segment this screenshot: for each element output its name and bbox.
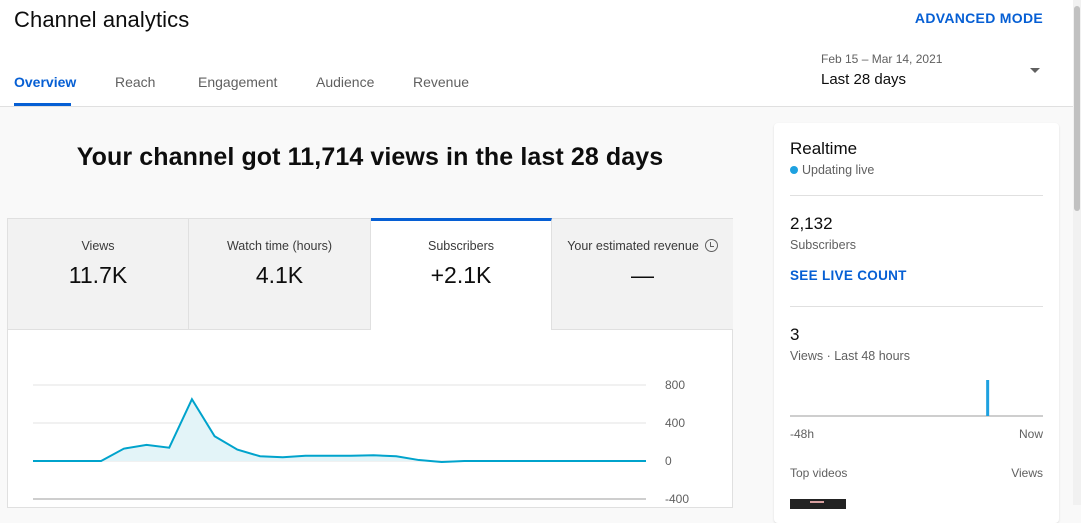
tab-reach[interactable]: Reach [115, 74, 156, 90]
metric-revenue[interactable]: Your estimated revenue — [552, 219, 733, 330]
realtime-bar[interactable] [986, 380, 990, 416]
realtime-card: Realtime Updating live 2,132 Subscribers… [774, 123, 1059, 523]
metric-subscribers[interactable]: Subscribers +2.1K [371, 218, 552, 330]
realtime-subscribers-count: 2,132 [790, 214, 833, 233]
realtime-title: Realtime [790, 139, 858, 158]
realtime-bar-chart [790, 380, 1043, 417]
series-line [33, 397, 646, 463]
divider [790, 195, 1043, 196]
clock-icon[interactable] [704, 239, 718, 252]
y-tick-label: 800 [665, 378, 685, 392]
tab-revenue[interactable]: Revenue [413, 74, 470, 90]
y-tick-label: -400 [665, 492, 689, 506]
chevron-down-icon [1030, 68, 1040, 73]
metric-label: Subscribers [428, 239, 494, 253]
page-scrollbar[interactable] [1073, 0, 1081, 505]
metric-value: +2.1K [430, 262, 492, 288]
top-videos-metric: Views [1011, 466, 1043, 480]
top-videos-label: Top videos [790, 466, 848, 480]
metric-label-text: Your estimated revenue [567, 239, 699, 253]
series-area [33, 399, 646, 462]
metric-label: Watch time (hours) [226, 239, 333, 253]
divider [790, 306, 1043, 307]
y-tick-label: 400 [665, 416, 685, 430]
page-title: Channel analytics [14, 7, 190, 32]
scrollbar-thumb[interactable] [1074, 6, 1080, 211]
realtime-status: Updating live [790, 163, 874, 177]
date-range-text: Feb 15 – Mar 14, 2021 [821, 52, 943, 66]
metric-watch-time[interactable]: Watch time (hours) 4.1K [189, 219, 371, 330]
subscribers-chart: 800 400 0 -400 [33, 378, 689, 506]
metric-value: — [631, 262, 654, 288]
metric-value: 11.7K [68, 262, 128, 288]
realtime-views-count: 3 [790, 325, 800, 344]
page-header: Channel analytics ADVANCED MODE Overview… [0, 0, 1081, 107]
metric-views[interactable]: Views 11.7K [8, 219, 189, 330]
metric-label: Your estimated revenue [552, 239, 733, 253]
live-dot-icon [790, 166, 798, 174]
metrics-card: Views 11.7K Watch time (hours) 4.1K Subs… [7, 218, 733, 508]
advanced-mode-button[interactable]: ADVANCED MODE [914, 10, 1043, 26]
date-range-selector[interactable]: Feb 15 – Mar 14, 2021 Last 28 days [821, 52, 1046, 92]
metric-value: 4.1K [255, 262, 304, 288]
views-headline: Your channel got 11,714 views in the las… [76, 143, 664, 171]
realtime-status-text: Updating live [802, 163, 875, 177]
realtime-views-label: Views · Last 48 hours [790, 349, 910, 363]
tab-overview[interactable]: Overview [14, 74, 77, 90]
date-period-text: Last 28 days [821, 71, 907, 88]
realtime-axis-start: -48h [790, 427, 815, 441]
realtime-axis-end: Now [1018, 427, 1043, 441]
see-live-count-link[interactable]: SEE LIVE COUNT [790, 268, 907, 283]
tab-engagement[interactable]: Engagement [198, 74, 278, 90]
active-tab-indicator [14, 103, 71, 106]
tab-audience[interactable]: Audience [316, 74, 375, 90]
metric-label: Views [81, 239, 115, 253]
video-thumbnail[interactable] [790, 499, 846, 509]
realtime-subscribers-label: Subscribers [790, 238, 856, 252]
y-tick-label: 0 [665, 454, 672, 468]
